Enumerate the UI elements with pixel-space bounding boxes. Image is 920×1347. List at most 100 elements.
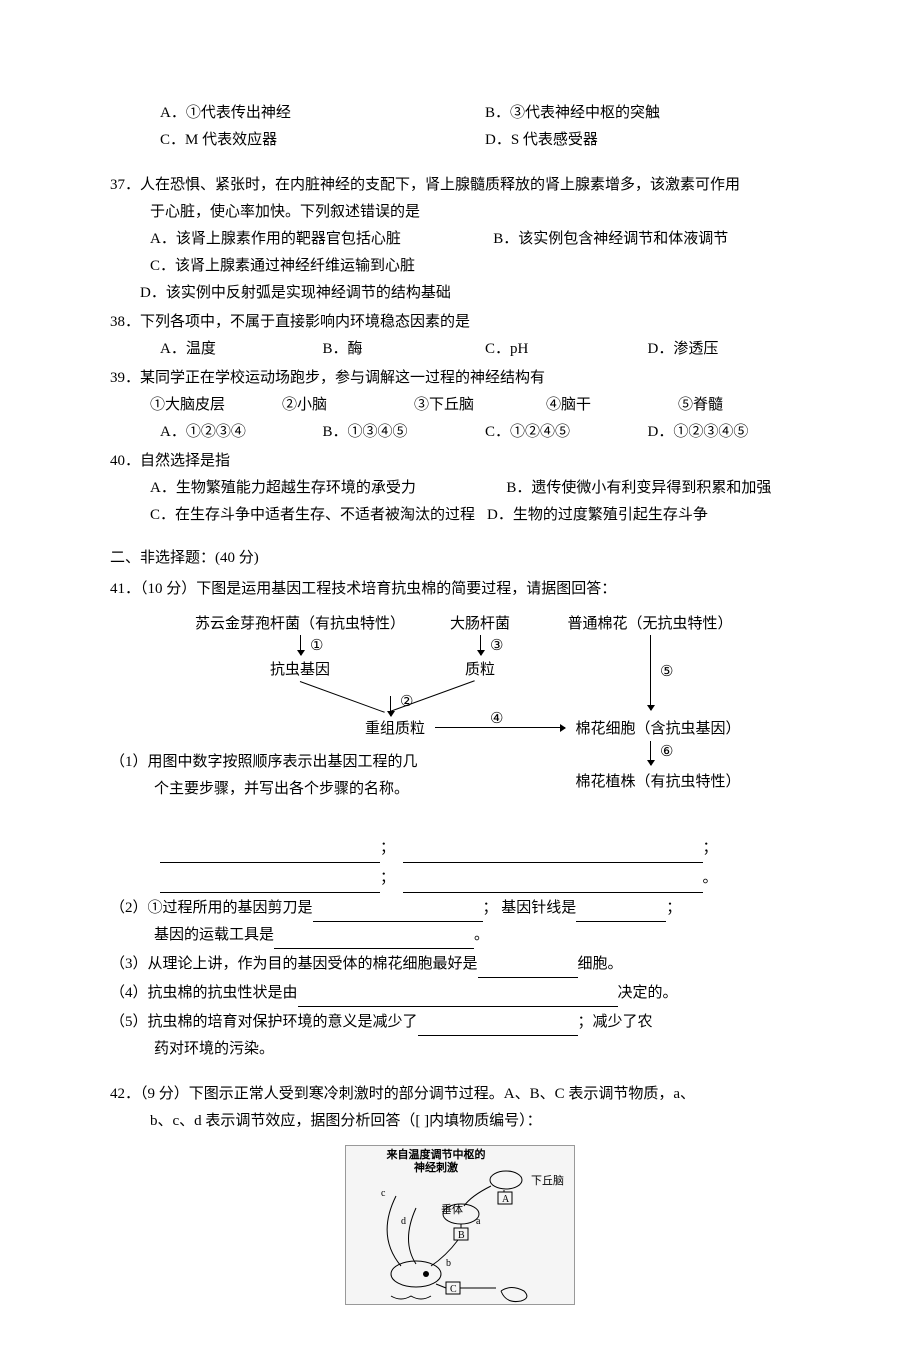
- q39-option-b: B．①③④⑤: [323, 419, 486, 446]
- semi-2: ；: [703, 840, 718, 856]
- q41-sub2: （2）①过程所用的基因剪刀是 ； 基因针线是 ； 基因的运载工具是 。: [110, 895, 810, 949]
- question-37: 37．人在恐惧、紧张时，在内脏神经的支配下，肾上腺髓质释放的肾上腺素增多，该激素…: [110, 172, 810, 307]
- diagram-node-ecoli: 大肠杆菌: [440, 611, 520, 638]
- q41-sub5-blank[interactable]: [418, 1018, 578, 1036]
- q41-sub5-text1: （5）抗虫棉的培育对保护环境的意义是减少了: [110, 1014, 418, 1030]
- diagram-node-cell: 棉花细胞（含抗虫基因）: [568, 716, 748, 743]
- q41-sub2-text2: ； 基因针线是: [483, 900, 577, 916]
- q38-option-c: C．pH: [485, 336, 648, 363]
- diagram-label-3: ③: [490, 633, 503, 660]
- svg-text:b: b: [446, 1258, 451, 1269]
- q38-option-b: B．酶: [323, 336, 486, 363]
- svg-text:A: A: [502, 1194, 510, 1205]
- q36-option-a: A．①代表传出神经: [160, 100, 485, 127]
- arrow-1: [300, 635, 301, 655]
- q41-sub4-blank[interactable]: [298, 989, 618, 1007]
- arrow-3: [480, 635, 481, 655]
- diagram-label-1: ①: [310, 633, 323, 660]
- q41-sub3-blank[interactable]: [478, 960, 578, 978]
- q41-sub3-text2: 细胞。: [578, 956, 623, 972]
- q37-option-c: C．该肾上腺素通过神经纤维运输到心脏: [150, 253, 810, 280]
- q39-item-5: ⑤脊髓: [678, 392, 810, 419]
- q41-sub2-blank1[interactable]: [313, 904, 483, 922]
- q39-option-c: C．①②④⑤: [485, 419, 648, 446]
- q39-option-a: A．①②③④: [160, 419, 323, 446]
- q41-sub4: （4）抗虫棉的抗虫性状是由 决定的。: [110, 980, 810, 1007]
- q40-option-b: B．遗传使微小有利变异得到积累和加强: [506, 475, 771, 502]
- q41-sub2-text1: （2）①过程所用的基因剪刀是: [110, 900, 313, 916]
- q40-option-a: A．生物繁殖能力超越生存环境的承受力: [150, 475, 506, 502]
- diagram-label-6: ⑥: [660, 739, 673, 766]
- q41-blank-1[interactable]: [160, 845, 380, 863]
- diagram-node-recomb: 重组质粒: [355, 716, 435, 743]
- q41-blank-4[interactable]: [403, 875, 703, 893]
- q41-sub2-text5: 。: [474, 927, 489, 943]
- q41-sub3-text1: （3）从理论上讲，作为目的基因受体的棉花细胞最好是: [110, 956, 478, 972]
- q42-stem-line2: b、c、d 表示调节效应，据图分析回答（[ ]内填物质编号）：: [110, 1108, 810, 1135]
- q38-stem: 38．下列各项中，不属于直接影响内环境稳态因素的是: [110, 309, 810, 336]
- svg-text:d: d: [401, 1216, 406, 1227]
- question-41: 41．（10 分）下图是运用基因工程技术培育抗虫棉的简要过程，请据图回答： 苏云…: [110, 576, 810, 1063]
- q42-svg-sketch: A a B c d b C: [346, 1146, 576, 1306]
- svg-text:C: C: [450, 1284, 457, 1295]
- q36-option-c: C．M 代表效应器: [160, 127, 485, 154]
- q41-blank-3[interactable]: [160, 875, 380, 893]
- q38-option-a: A．温度: [160, 336, 323, 363]
- q38-option-d: D．渗透压: [648, 336, 811, 363]
- q39-item-3: ③下丘脑: [414, 392, 546, 419]
- q41-stem: 41．（10 分）下图是运用基因工程技术培育抗虫棉的简要过程，请据图回答：: [110, 576, 810, 603]
- q41-blank-row-1: ； ；: [110, 833, 810, 863]
- diagram-label-2: ②: [400, 689, 413, 716]
- semi-3: ；: [380, 870, 395, 886]
- q41-sub5: （5）抗虫棉的培育对保护环境的意义是减少了；减少了农 药对环境的污染。: [110, 1009, 810, 1063]
- q41-sub2-text3: ；: [666, 900, 681, 916]
- period-1: 。: [703, 870, 718, 886]
- section-2-header: 二、非选择题：(40 分): [110, 545, 810, 572]
- svg-text:c: c: [381, 1188, 386, 1199]
- question-42: 42．（9 分）下图示正常人受到寒冷刺激时的部分调节过程。A、B、C 表示调节物…: [110, 1081, 810, 1305]
- diagram-node-cotton: 普通棉花（无抗虫特性）: [560, 611, 740, 638]
- diag-line-left: [300, 681, 385, 713]
- q40-stem: 40．自然选择是指: [110, 448, 810, 475]
- q41-sub4-text2: 决定的。: [618, 985, 678, 1001]
- q37-stem-line2: 于心脏，使心率加快。下列叙述错误的是: [110, 199, 810, 226]
- q41-blank-2[interactable]: [403, 845, 703, 863]
- diagram-label-4: ④: [490, 706, 503, 733]
- q36-option-d: D．S 代表感受器: [485, 127, 810, 154]
- arrow-6: [650, 741, 651, 765]
- q39-item-2: ②小脑: [282, 392, 414, 419]
- semi-1: ；: [380, 840, 395, 856]
- diagram-node-plant: 棉花植株（有抗虫特性）: [568, 769, 748, 796]
- q39-option-d: D．①②③④⑤: [648, 419, 811, 446]
- q41-sub5-text2: ；减少了农: [578, 1014, 653, 1030]
- q41-sub2-blank3[interactable]: [274, 931, 474, 949]
- arrow-2: [390, 696, 391, 716]
- svg-text:B: B: [458, 1230, 465, 1241]
- q41-blank-row-2: ； 。: [110, 863, 810, 893]
- q39-item-4: ④脑干: [546, 392, 678, 419]
- diagram-label-5: ⑤: [660, 659, 673, 686]
- q41-diagram: 苏云金芽孢杆菌（有抗虫特性） 大肠杆菌 普通棉花（无抗虫特性） ① ③ ⑤ 抗虫…: [110, 611, 810, 811]
- q37-stem-line1: 37．人在恐惧、紧张时，在内脏神经的支配下，肾上腺髓质释放的肾上腺素增多，该激素…: [110, 172, 810, 199]
- diagram-node-bacillus: 苏云金芽孢杆菌（有抗虫特性）: [190, 611, 410, 638]
- q41-sub3: （3）从理论上讲，作为目的基因受体的棉花细胞最好是 细胞。: [110, 951, 810, 978]
- q37-option-b: B．该实例包含神经调节和体液调节: [493, 226, 728, 253]
- q42-diagram-image: 来自温度调节中枢的神经刺激 下丘脑 垂体 A a B c d b C: [345, 1145, 575, 1305]
- arrow-5: [650, 635, 651, 710]
- q40-option-d: D．生物的过度繁殖引起生存斗争: [487, 502, 708, 529]
- q40-option-c: C．在生存斗争中适者生存、不适者被淘汰的过程: [150, 502, 475, 529]
- q41-sub2-blank2[interactable]: [576, 904, 666, 922]
- q36-option-b: B．③代表神经中枢的突触: [485, 100, 810, 127]
- q39-stem: 39．某同学正在学校运动场跑步，参与调解这一过程的神经结构有: [110, 365, 810, 392]
- question-36-options: A．①代表传出神经 B．③代表神经中枢的突触 C．M 代表效应器 D．S 代表感…: [110, 100, 810, 154]
- q41-sub4-text1: （4）抗虫棉的抗虫性状是由: [110, 985, 298, 1001]
- q42-stem-line1: 42．（9 分）下图示正常人受到寒冷刺激时的部分调节过程。A、B、C 表示调节物…: [110, 1081, 810, 1108]
- question-40: 40．自然选择是指 A．生物繁殖能力超越生存环境的承受力 B．遗传使微小有利变异…: [110, 448, 810, 529]
- diagram-node-gene: 抗虫基因: [265, 657, 335, 684]
- q39-item-1: ①大脑皮层: [150, 392, 282, 419]
- q37-option-d: D．该实例中反射弧是实现神经调节的结构基础: [140, 280, 810, 307]
- q41-sub2-text4: 基因的运载工具是: [110, 927, 274, 943]
- question-38: 38．下列各项中，不属于直接影响内环境稳态因素的是 A．温度 B．酶 C．pH …: [110, 309, 810, 363]
- q37-option-a: A．该肾上腺素作用的靶器官包括心脏: [150, 226, 493, 253]
- question-39: 39．某同学正在学校运动场跑步，参与调解这一过程的神经结构有 ①大脑皮层 ②小脑…: [110, 365, 810, 446]
